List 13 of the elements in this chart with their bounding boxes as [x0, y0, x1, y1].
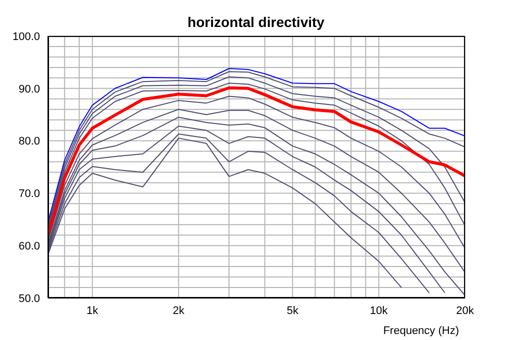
- x-tick-label: 5k: [286, 304, 299, 317]
- chart-title: horizontal directivity: [186, 14, 326, 30]
- x-tick-label: 2k: [172, 304, 185, 317]
- x-tick-label: 20k: [456, 304, 474, 317]
- y-tick-label: 60.0: [18, 240, 40, 253]
- y-tick-label: 100.0: [12, 30, 40, 43]
- y-tick-label: 80.0: [18, 136, 40, 148]
- x-axis-title: Frequency (Hz): [383, 325, 459, 337]
- y-tick-label: 90.0: [18, 83, 40, 96]
- y-tick-label: 70.0: [18, 188, 40, 200]
- x-tick-label: 10k: [370, 304, 388, 317]
- x-tick-label: 1k: [86, 304, 99, 317]
- y-tick-label: 50.0: [18, 292, 40, 305]
